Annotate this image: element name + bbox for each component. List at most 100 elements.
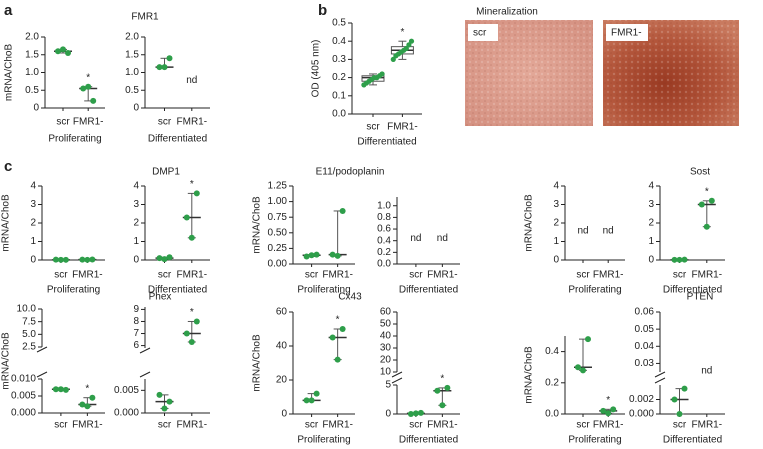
data-point: [65, 49, 71, 56]
data-point: [85, 83, 92, 90]
annotation: nd: [186, 75, 197, 86]
data-point: [585, 336, 591, 343]
y-tick-label: 3: [30, 199, 36, 210]
y-tick-label: 1.00: [268, 196, 288, 207]
x-tick-label: scr: [409, 270, 423, 281]
annotation: *: [705, 186, 709, 197]
y-tick-label: 0.3: [332, 54, 346, 65]
data-point: [403, 45, 409, 52]
x-tick-label: scr: [576, 420, 590, 431]
y-tick-label: 20: [380, 355, 392, 366]
y-tick-label: 0.06: [635, 307, 655, 318]
y-tick-label: 5.0: [22, 329, 36, 340]
data-point: [676, 411, 683, 417]
annotation: nd: [437, 233, 448, 244]
data-point: [379, 71, 385, 77]
y-tick-label: 2: [553, 218, 559, 229]
y-axis-label: mRNA/ChoB: [252, 334, 263, 392]
x-axis-label: Proliferating: [568, 285, 621, 296]
y-tick-label: 0.2: [377, 247, 391, 258]
data-point: [90, 97, 97, 104]
annotation: *: [606, 395, 610, 406]
data-point: [671, 256, 678, 263]
y-tick-label: 0: [133, 255, 139, 266]
data-point: [89, 256, 96, 263]
y-tick-label: 4: [133, 181, 139, 192]
x-axis-label: Differentiated: [663, 285, 722, 296]
y-tick-label: 0.0: [332, 109, 346, 120]
data-point: [188, 338, 195, 345]
y-tick-label: 0.1: [332, 90, 346, 101]
y-tick-label: 0: [553, 255, 559, 266]
axis-break: [391, 371, 403, 384]
x-axis-label: Proliferating: [297, 285, 350, 296]
y-tick-label: 3: [648, 199, 654, 210]
y-tick-label: 0: [281, 409, 287, 420]
y-tick-label: 1.25: [268, 181, 288, 192]
y-tick-label: 0: [648, 255, 654, 266]
image-label-box: [468, 24, 498, 41]
y-tick-label: 0.5: [125, 85, 139, 96]
data-point: [156, 64, 163, 71]
x-tick-label: scr: [158, 117, 172, 128]
x-tick-label: FMR1-: [72, 270, 103, 281]
y-tick-label: 8: [133, 316, 139, 327]
x-axis-label: Proliferating: [568, 435, 621, 446]
x-tick-label: FMR1-: [427, 270, 458, 281]
annotation: *: [86, 72, 90, 83]
data-point: [183, 330, 190, 337]
x-tick-label: FMR1-: [387, 122, 418, 133]
y-tick-label: 0.6: [377, 224, 391, 235]
data-point: [308, 397, 315, 404]
y-tick-label: 2.0: [25, 32, 39, 43]
data-point: [193, 190, 200, 197]
data-point: [390, 56, 396, 63]
x-tick-label: FMR1-: [177, 420, 208, 431]
y-tick-label: 0: [133, 103, 139, 114]
y-tick-label: 20: [276, 375, 288, 386]
chart-title: DMP1: [152, 167, 180, 178]
data-point: [444, 384, 451, 391]
y-tick-label: 1.0: [125, 67, 139, 78]
x-axis-label: Differentiated: [399, 285, 458, 296]
data-point: [84, 256, 91, 263]
y-tick-label: 7: [133, 328, 139, 339]
chart-title: FMR1: [131, 12, 159, 23]
y-tick-label: 0.0: [545, 409, 559, 420]
y-axis-label: mRNA/ChoB: [1, 194, 12, 252]
data-point: [52, 256, 59, 263]
y-tick-label: 40: [276, 341, 288, 352]
data-point: [303, 397, 310, 404]
y-axis-label: mRNA/ChoB: [252, 196, 263, 254]
annotation: *: [400, 27, 404, 38]
data-point: [79, 401, 86, 408]
data-point: [156, 255, 163, 262]
data-point: [80, 85, 87, 92]
x-tick-label: scr: [158, 270, 172, 281]
y-tick-label: 1.5: [125, 49, 139, 60]
data-point: [408, 38, 415, 44]
y-tick-label: 0.04: [635, 341, 655, 352]
annotation: *: [85, 383, 89, 394]
y-tick-label: 60: [276, 307, 288, 318]
annotation: nd: [577, 226, 588, 237]
data-point: [708, 197, 715, 204]
image-title: Mineralization: [476, 7, 538, 18]
x-axis-label: Differentiated: [357, 137, 416, 148]
data-point: [439, 402, 446, 409]
data-point: [698, 201, 705, 208]
annotation: *: [190, 179, 194, 190]
y-tick-label: 2: [648, 218, 654, 229]
data-point: [681, 256, 688, 263]
data-point: [334, 252, 341, 259]
axis-break: [139, 347, 151, 378]
y-tick-label: 4: [30, 181, 36, 192]
x-tick-label: scr: [158, 420, 172, 431]
x-axis-label: Differentiated: [663, 435, 722, 446]
data-point: [313, 390, 320, 397]
y-tick-label: 0.8: [377, 212, 391, 223]
x-tick-label: FMR1-: [427, 420, 458, 431]
y-axis-label: mRNA/ChoB: [524, 194, 535, 252]
data-point: [183, 214, 190, 221]
y-tick-label: 2.0: [125, 32, 139, 43]
